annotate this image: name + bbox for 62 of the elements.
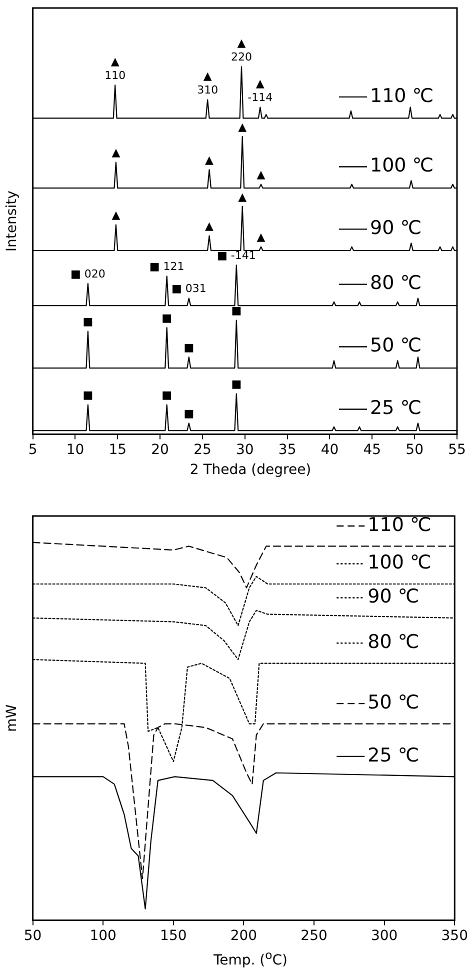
x-tick-label: 15 [108,442,127,458]
x-tick-label: 50 [406,442,424,458]
x-tick-label: 5 [28,442,38,458]
annotation: ▲ [256,230,266,244]
annotation: 310 [197,84,218,97]
x-tick-label: 300 [370,928,398,944]
legend-label: 90 ℃ [370,217,422,240]
y-axis-title: mW [4,704,20,732]
annotation: ■ [162,312,172,325]
legend-label: 25 ℃ [368,744,420,766]
annotation: ▲ [238,120,248,134]
x-tick-label: 50 [24,928,42,944]
legend-label: 50 ℃ [368,691,420,714]
legend-label: 100 ℃ [368,552,432,574]
x-tick-label: 40 [320,442,339,458]
annotation: ■ 121 [149,260,184,274]
x-tick-label: 20 [151,442,169,458]
annotation: ▲ [256,77,265,90]
legend-label: 50 ℃ [370,334,422,357]
x-tick-label: 35 [278,442,296,458]
x-tick-label: 350 [441,928,468,944]
annotation: ■ [231,304,242,318]
x-tick-label: 100 [90,928,116,944]
x-tick-label: 30 [236,442,254,458]
annotation: ▲ [205,154,214,167]
annotation: ■ [231,378,242,391]
x-tick-label: 25 [194,442,212,458]
annotation: ■ [184,340,194,354]
x-axis-title: Temp. ($^{o}$C) [212,948,289,971]
annotation: ■ [82,388,94,402]
annotation: ■ 031 [171,282,206,296]
x-tick-label: 250 [300,928,328,944]
legend-label: 80 ℃ [370,272,422,294]
annotation: 110 [104,69,126,82]
annotation: ▲ [205,220,214,233]
x-tick-label: 200 [230,928,258,944]
x-tick-label: 10 [66,442,84,458]
annotation: ▲ [110,55,120,68]
annotation: ▲ [256,168,266,182]
annotation: ■ [184,407,194,420]
annotation: ■ -141 [216,249,256,262]
legend-label: 90 ℃ [368,586,420,608]
annotation: ■ [162,388,172,402]
annotation: ■ 020 [70,267,106,280]
annotation: ▲ [112,208,121,222]
annotation: ▲ [112,146,121,160]
annotation: ▲ [203,70,212,83]
annotation: ▲ [238,190,248,204]
x-tick-label: 45 [363,442,382,458]
x-tick-label: 150 [160,928,187,944]
annotation: ■ [82,315,94,328]
legend-label: 110 ℃ [370,84,434,107]
annotation: ▲ [237,36,246,50]
legend-label: 80 ℃ [368,631,420,654]
annotation: 220 [231,50,252,64]
x-tick-label: 55 [448,442,466,458]
x-axis-title: 2 Theda (degree) [188,462,312,480]
legend-label: 25 ℃ [370,397,422,420]
legend-label: 100 ℃ [370,154,434,177]
legend-label: 110 ℃ [368,514,432,536]
y-axis-title: Intensity [4,190,20,252]
annotation: -114 [248,91,273,104]
